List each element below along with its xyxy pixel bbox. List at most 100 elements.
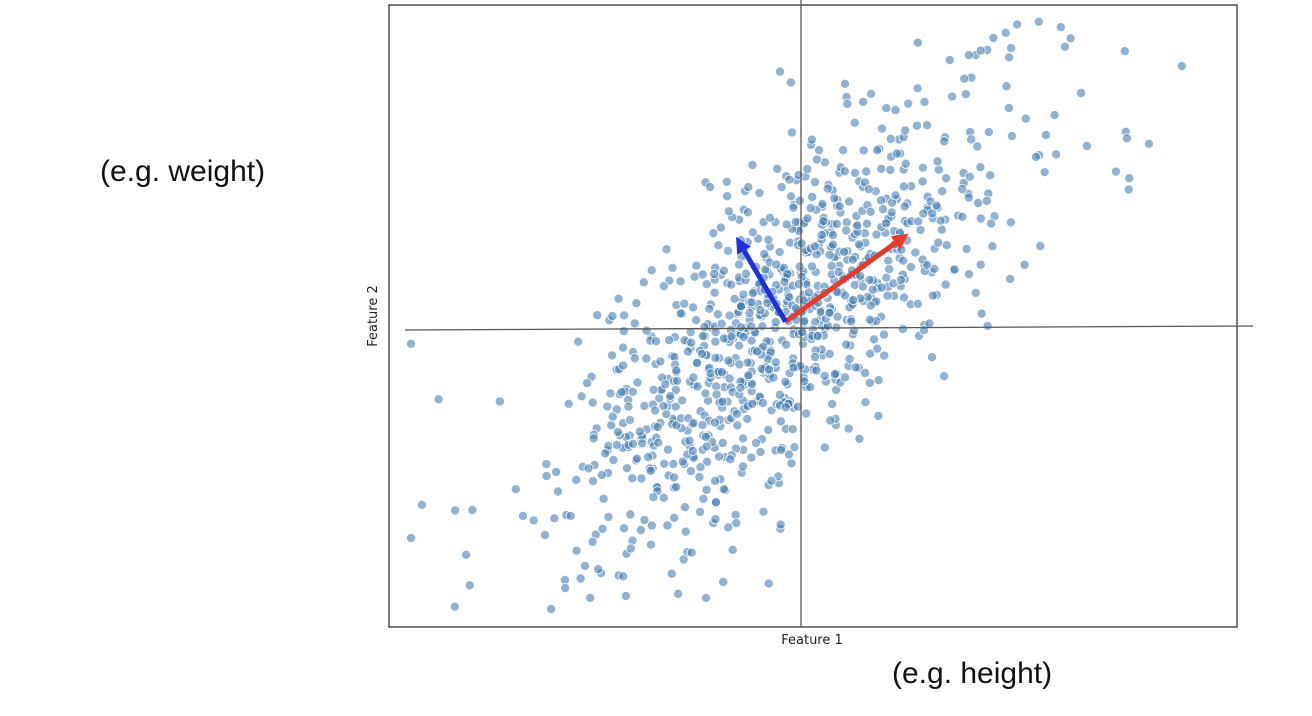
scatter-point: [1081, 140, 1092, 151]
scatter-point: [464, 580, 475, 591]
scatter-point: [549, 513, 560, 524]
scatter-point: [876, 195, 887, 206]
scatter-point: [827, 398, 838, 409]
scatter-point: [627, 386, 638, 397]
scatter-point: [833, 266, 844, 277]
scatter-point: [817, 198, 828, 209]
scatter-point: [551, 466, 562, 477]
scatter-point: [939, 371, 950, 382]
scatter-point: [541, 459, 552, 470]
scatter-point: [846, 316, 857, 327]
scatter-point: [710, 497, 721, 508]
scatter-point: [912, 298, 923, 309]
scatter-point: [600, 448, 611, 459]
scatter-point: [611, 439, 622, 450]
scatter-point: [652, 421, 663, 432]
scatter-point: [828, 230, 839, 241]
scatter-point: [784, 174, 795, 185]
scatter-point: [912, 83, 923, 94]
scatter-point: [784, 449, 795, 460]
scatter-point: [970, 287, 981, 298]
scatter-point: [862, 218, 873, 229]
y-axis-annotation: (e.g. weight): [100, 155, 266, 188]
scatter-point: [687, 445, 698, 456]
scatter-point: [747, 288, 758, 299]
scatter-point: [717, 396, 728, 407]
scatter-point: [825, 415, 836, 426]
scatter-point: [936, 224, 947, 235]
scatter-point: [831, 218, 842, 229]
scatter-point: [1005, 217, 1016, 228]
scatter-point: [743, 207, 754, 218]
scatter-point: [737, 461, 748, 472]
scatter-point: [987, 241, 998, 252]
scatter-point: [780, 402, 791, 413]
scatter-point: [793, 279, 804, 290]
scatter-point: [937, 186, 948, 197]
scatter-point: [912, 37, 923, 48]
scatter-point: [641, 325, 652, 336]
scatter-point: [764, 364, 775, 375]
scatter-point: [860, 367, 871, 378]
y-axis-label: Feature 2: [366, 285, 381, 347]
scatter-point: [668, 458, 679, 469]
scatter-point: [1076, 88, 1087, 99]
scatter-point: [819, 370, 830, 381]
scatter-point: [734, 259, 745, 270]
scatter-point: [744, 308, 755, 319]
scatter-point: [981, 195, 992, 206]
scatter-point: [743, 370, 754, 381]
scatter-point: [770, 357, 781, 368]
scatter-point: [625, 509, 636, 520]
scatter-point: [688, 302, 699, 313]
scatter-point: [686, 466, 697, 477]
scatter-point: [603, 511, 614, 522]
scatter-point: [677, 456, 688, 467]
scatter-point: [903, 98, 914, 109]
scatter-point: [898, 255, 909, 266]
scatter-point: [850, 362, 861, 373]
scatter-point: [843, 423, 854, 434]
scatter-point: [754, 187, 765, 198]
scatter-point: [655, 356, 666, 367]
scatter-point: [701, 279, 712, 290]
scatter-point: [861, 166, 872, 177]
scatter-point: [582, 378, 593, 389]
scatter-point: [710, 336, 721, 347]
scatter-point: [619, 523, 630, 534]
scatter-point: [982, 320, 993, 331]
scatter-point: [701, 592, 712, 603]
scatter-point: [669, 512, 680, 523]
scatter-point: [727, 544, 738, 555]
scatter-point: [742, 413, 753, 424]
scatter-point: [802, 213, 813, 224]
scatter-point: [738, 433, 749, 444]
scatter-point: [718, 577, 729, 588]
scatter-point: [890, 190, 901, 201]
scatter-point: [648, 384, 659, 395]
scatter-point: [641, 353, 652, 364]
scatter-point: [794, 195, 805, 206]
scatter-point: [1123, 184, 1134, 195]
scatter-point: [803, 287, 814, 298]
scatter-point: [841, 217, 852, 228]
scatter-point: [747, 227, 758, 238]
scatter-point: [863, 184, 874, 195]
scatter-point: [983, 127, 994, 138]
scatter-point: [885, 133, 896, 144]
scatter-point: [840, 372, 851, 383]
scatter-point: [839, 166, 850, 177]
scatter-point: [788, 362, 799, 373]
scatter-point: [824, 348, 835, 359]
scatter-point: [809, 177, 820, 188]
scatter-point: [1065, 33, 1076, 44]
scatter-point: [416, 499, 427, 510]
scatter-point: [1033, 16, 1044, 27]
scatter-point: [918, 208, 929, 219]
scatter-point: [885, 164, 896, 175]
scatter-point: [848, 294, 859, 305]
scatter-point: [679, 298, 690, 309]
scatter-point: [763, 578, 774, 589]
scatter-point: [860, 397, 871, 408]
scatter-point: [763, 424, 774, 435]
